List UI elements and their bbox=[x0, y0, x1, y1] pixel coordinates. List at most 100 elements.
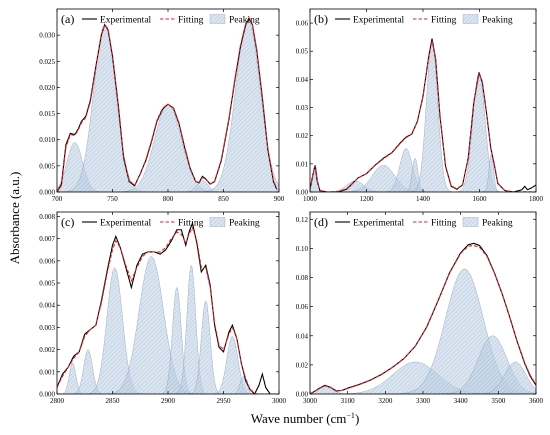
chart-panel-4: 3000 3100 3200 3300 3400 3500 3600 0.00 0.02 0.04… bbox=[296, 211, 544, 405]
legend-label-experimental: Experimental bbox=[100, 219, 152, 229]
x-tick-label: 2950 bbox=[217, 397, 232, 405]
x-tick-label: 2800 bbox=[50, 397, 65, 405]
y-tick-label: 0.030 bbox=[39, 32, 55, 40]
panel-label: (c) bbox=[61, 215, 74, 229]
plot-area bbox=[310, 242, 536, 394]
plot-area bbox=[310, 38, 536, 192]
panel-label: (a) bbox=[61, 12, 74, 26]
x-tick-label: 1200 bbox=[360, 195, 375, 203]
peak-8-hatch bbox=[482, 153, 501, 192]
y-tick-label: 0.003 bbox=[39, 324, 55, 332]
fitting-line bbox=[310, 244, 536, 394]
legend-swatch-peaking-hatch bbox=[463, 217, 478, 227]
peak-2-hatch bbox=[325, 361, 506, 394]
peak-8-hatch bbox=[210, 336, 255, 394]
y-tick-label: 0.002 bbox=[39, 346, 55, 354]
peak-1-hatch bbox=[57, 142, 106, 192]
peak-1-hatch bbox=[59, 362, 86, 394]
fitting-line bbox=[57, 16, 278, 192]
y-tick-label: 0.06 bbox=[296, 303, 309, 311]
y-tick-label: 0.001 bbox=[39, 368, 55, 376]
y-tick-label: 0.04 bbox=[296, 332, 309, 340]
y-axis-title: Absorbance (a.u.) bbox=[7, 172, 22, 265]
y-tick-label: 0.02 bbox=[296, 361, 309, 369]
peak-3-hatch bbox=[83, 267, 146, 394]
legend-label-peaking: Peaking bbox=[229, 219, 260, 229]
x-axis-title-exponent: −1 bbox=[346, 411, 355, 420]
peak-3-hatch bbox=[389, 268, 536, 394]
y-tick-label: 0.020 bbox=[39, 84, 55, 92]
x-tick-label: 700 bbox=[52, 195, 63, 203]
y-tick-label: 0.010 bbox=[39, 136, 55, 144]
plot-area bbox=[57, 221, 279, 394]
peak-7-hatch bbox=[187, 300, 224, 394]
legend-label-experimental: Experimental bbox=[353, 16, 405, 26]
y-tick-label: 0.000 bbox=[39, 391, 55, 399]
chart-panel-2: 1000 1200 1400 1600 1800 0.00 0.01 0.02 0.03 0.04… bbox=[296, 8, 544, 203]
y-tick-label: 0.005 bbox=[39, 280, 55, 288]
x-tick-label: 2850 bbox=[106, 397, 121, 405]
peak-4-hatch bbox=[180, 180, 225, 192]
legend-label-fitting: Fitting bbox=[431, 16, 457, 26]
peak-2-hatch bbox=[70, 349, 106, 394]
x-tick-label: 3600 bbox=[529, 397, 544, 405]
legend-label-experimental: Experimental bbox=[353, 219, 405, 229]
y-tick-label: 0.01 bbox=[296, 160, 309, 168]
y-tick-label: 0.000 bbox=[39, 189, 55, 197]
legend-label-fitting: Fitting bbox=[431, 219, 457, 229]
legend-label-peaking: Peaking bbox=[229, 16, 260, 26]
x-tick-label: 1400 bbox=[416, 195, 431, 203]
x-tick-label: 3300 bbox=[416, 397, 431, 405]
peak-2-hatch bbox=[60, 24, 150, 192]
peak-1-hatch bbox=[310, 386, 356, 394]
legend-label-peaking: Peaking bbox=[482, 16, 513, 26]
peak-9-hatch bbox=[230, 376, 257, 394]
y-tick-label: 0.006 bbox=[39, 257, 55, 265]
legend-swatch-peaking-hatch bbox=[210, 217, 225, 227]
peak-6-hatch bbox=[173, 265, 210, 394]
y-tick-label: 0.004 bbox=[39, 302, 55, 310]
x-tick-label: 1600 bbox=[473, 195, 488, 203]
legend-label-peaking: Peaking bbox=[482, 219, 513, 229]
x-tick-label: 3200 bbox=[378, 397, 393, 405]
x-tick-label: 800 bbox=[163, 195, 174, 203]
x-tick-label: 3400 bbox=[454, 397, 469, 405]
peak-4-hatch bbox=[381, 148, 431, 192]
y-tick-label: 0.025 bbox=[39, 58, 55, 66]
peak-5-hatch bbox=[403, 158, 427, 192]
y-tick-label: 0.015 bbox=[39, 110, 55, 118]
y-tick-label: 0.005 bbox=[39, 162, 55, 170]
y-tick-label: 0.008 bbox=[39, 213, 55, 221]
y-tick-label: 0.05 bbox=[296, 48, 309, 56]
chart-panel-1: 700 750 800 850 900 0.000 0.005 0.010 0.015 0.020… bbox=[39, 8, 285, 203]
x-tick-label: 1000 bbox=[303, 195, 318, 203]
y-tick-label: 0.08 bbox=[296, 274, 309, 282]
panel-label: (b) bbox=[314, 12, 328, 26]
x-tick-label: 750 bbox=[107, 195, 118, 203]
peak-6-hatch bbox=[409, 42, 455, 192]
legend-label-fitting: Fitting bbox=[178, 219, 204, 229]
peak-3-hatch bbox=[114, 104, 222, 192]
peak-2-hatch bbox=[321, 180, 390, 192]
fitting-line bbox=[57, 226, 279, 394]
x-tick-label: 1800 bbox=[529, 195, 544, 203]
y-tick-label: 0.12 bbox=[296, 216, 309, 224]
x-tick-label: 3100 bbox=[341, 397, 356, 405]
x-axis-title: Wave number (cm−1) bbox=[251, 411, 360, 426]
peak-4-hatch bbox=[102, 256, 201, 394]
x-tick-label: 3000 bbox=[272, 397, 287, 405]
fitting-line bbox=[310, 40, 536, 192]
peak-5-hatch bbox=[199, 20, 279, 192]
plot-area bbox=[57, 16, 279, 192]
peak-3-hatch bbox=[338, 165, 429, 192]
x-tick-label: 3500 bbox=[491, 397, 506, 405]
legend-label-fitting: Fitting bbox=[178, 16, 204, 26]
chart-panel-3: 2800 2850 2900 2950 3000 0.000 0.001 0.002 0.003… bbox=[39, 211, 287, 405]
peak-5-hatch bbox=[159, 287, 195, 394]
x-tick-label: 900 bbox=[274, 195, 285, 203]
legend-swatch-peaking-hatch bbox=[210, 14, 225, 24]
y-tick-label: 0.02 bbox=[296, 132, 309, 140]
panels: 700 750 800 850 9000.0000.0050.0100.0150.020… bbox=[39, 8, 544, 405]
x-tick-label: 850 bbox=[218, 195, 229, 203]
